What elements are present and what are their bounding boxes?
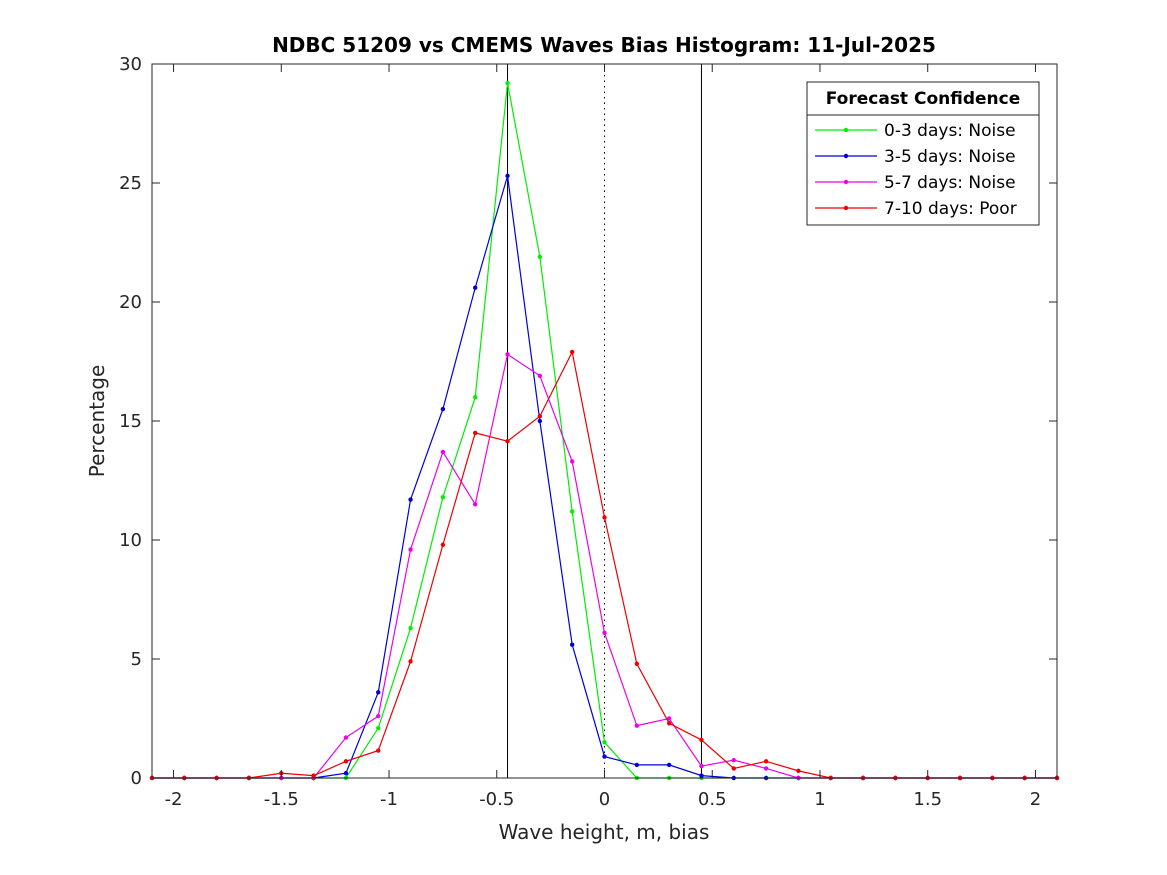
y-axis-ticks: 0 5 10 15 20 25 30 — [119, 54, 1057, 789]
data-point — [408, 625, 413, 631]
data-point — [473, 395, 478, 400]
y-axis-label: Percentage — [85, 365, 109, 478]
x-tick-label: 1.5 — [913, 789, 942, 810]
data-point — [505, 352, 510, 357]
data-point — [440, 542, 446, 547]
chart-title: NDBC 51209 vs CMEMS Waves Bias Histogram… — [272, 33, 936, 57]
x-tick-label: 0.5 — [698, 789, 727, 810]
legend: Forecast Confidence 0-3 days: Noise 3-5 d… — [806, 81, 1040, 226]
data-point — [602, 515, 607, 520]
data-point — [731, 766, 736, 771]
data-point — [408, 497, 413, 502]
x-tick-label: 0 — [599, 789, 610, 810]
data-point — [473, 285, 478, 290]
y-tick-label: 0 — [131, 768, 142, 789]
legend-label: 7-10 days: Poor — [884, 199, 1017, 219]
legend-item: 5-7 days: Noise — [815, 173, 1016, 193]
x-tick-label: -0.5 — [479, 789, 514, 810]
data-point — [634, 661, 640, 666]
data-point — [699, 763, 704, 769]
data-point — [569, 642, 575, 647]
x-axis-ticks: -2 -1.5 -1 -0.5 0 0.5 1 1.5 2 — [165, 64, 1041, 810]
legend-item: 7-10 days: Poor — [815, 199, 1017, 219]
data-point — [602, 754, 607, 759]
data-point — [699, 737, 704, 743]
data-point — [569, 459, 575, 464]
legend-label: 3-5 days: Noise — [884, 147, 1016, 167]
data-point — [796, 768, 801, 774]
data-point — [311, 773, 316, 778]
y-tick-label: 10 — [119, 530, 142, 551]
data-point — [343, 735, 349, 740]
legend-swatch-marker — [843, 127, 849, 133]
data-point — [505, 173, 510, 179]
data-point — [440, 406, 446, 412]
data-point — [699, 773, 704, 778]
data-point — [666, 716, 672, 721]
data-point — [569, 509, 575, 514]
data-point — [343, 759, 349, 764]
data-point — [634, 723, 640, 728]
y-tick-label: 20 — [119, 292, 142, 313]
data-point — [666, 762, 672, 768]
data-point — [569, 349, 575, 355]
x-tick-label: -1 — [380, 789, 398, 810]
legend-item: 0-3 days: Noise — [815, 121, 1016, 141]
x-axis-label: Wave height, m, bias — [499, 820, 710, 844]
legend-swatch-marker — [843, 179, 849, 185]
legend-item: 3-5 days: Noise — [815, 147, 1016, 167]
legend-swatch-marker — [843, 153, 849, 159]
x-tick-label: 2 — [1030, 789, 1041, 810]
y-tick-label: 15 — [119, 411, 142, 432]
data-point — [376, 725, 381, 731]
y-tick-label: 25 — [119, 173, 142, 194]
data-point — [731, 757, 736, 763]
data-point — [537, 418, 543, 424]
reference-lines — [507, 64, 702, 778]
y-tick-label: 30 — [119, 54, 142, 75]
legend-title: Forecast Confidence — [826, 89, 1021, 109]
data-point — [505, 80, 510, 86]
x-tick-label: 1 — [814, 789, 825, 810]
data-point — [666, 721, 672, 726]
data-point — [537, 373, 543, 378]
legend-swatch-marker — [843, 205, 849, 211]
data-point — [376, 713, 381, 719]
data-point — [602, 740, 607, 745]
x-tick-label: -1.5 — [264, 789, 299, 810]
legend-label: 5-7 days: Noise — [884, 173, 1016, 193]
data-point — [408, 547, 413, 552]
data-point — [343, 771, 349, 776]
legend-label: 0-3 days: Noise — [884, 121, 1016, 141]
data-point — [763, 766, 769, 771]
x-tick-label: -2 — [165, 789, 183, 810]
data-point — [473, 502, 478, 507]
data-point — [602, 630, 607, 636]
data-point — [763, 759, 769, 764]
legend-title-box — [806, 81, 1040, 116]
data-point — [376, 748, 381, 753]
data-point — [440, 449, 446, 455]
data-point — [537, 414, 543, 419]
legend-items: 0-3 days: Noise 3-5 days: Noise 5-7 days: … — [815, 121, 1017, 219]
data-point — [376, 690, 381, 695]
data-point — [440, 494, 446, 500]
data-point — [505, 439, 510, 444]
data-point — [408, 659, 413, 664]
y-tick-label: 5 — [131, 649, 142, 670]
data-point — [634, 762, 640, 768]
data-point — [473, 430, 478, 436]
data-point — [537, 254, 543, 259]
